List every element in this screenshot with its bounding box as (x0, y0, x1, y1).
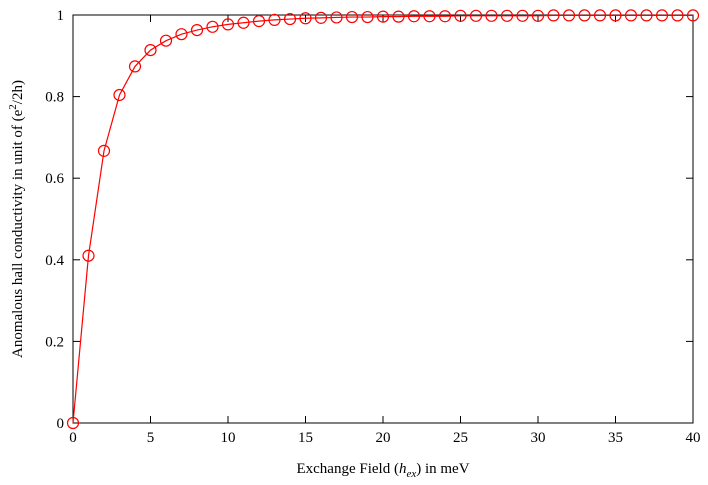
series-line (73, 15, 693, 423)
x-axis-label: Exchange Field (hex) in meV (296, 461, 469, 480)
y-tick-label-0: 0 (57, 416, 65, 432)
x-tick-label-6: 30 (531, 430, 546, 446)
y-axis-label: Anomalous hall conductivity in unit of (… (7, 80, 26, 358)
x-label-sub: ex (406, 468, 416, 480)
x-label-var: h (399, 461, 407, 477)
x-tick-label-1: 5 (147, 430, 155, 446)
x-tick-label-5: 25 (453, 430, 468, 446)
x-tick-label-0: 0 (69, 430, 77, 446)
x-label-suffix: ) in meV (416, 461, 469, 477)
plot-frame (73, 15, 693, 423)
x-tick-label-2: 10 (221, 430, 236, 446)
x-tick-label-4: 20 (376, 430, 391, 446)
axis-ticks: 0 5 10 15 20 25 30 35 40 0 0.2 0.4 0.6 0.8 1 (45, 8, 700, 446)
x-tick-label-3: 15 (298, 430, 313, 446)
y-tick-label-5: 1 (57, 8, 65, 24)
y-tick-label-1: 0.2 (45, 334, 64, 350)
y-tick-label-4: 0.8 (45, 90, 64, 106)
y-label-suffix: /2h) (10, 80, 26, 104)
y-tick-label-2: 0.4 (45, 253, 64, 269)
x-tick-label-8: 40 (686, 430, 701, 446)
y-tick-label-3: 0.6 (45, 171, 64, 187)
x-label-prefix: Exchange Field ( (296, 461, 398, 477)
y-label-prefix: Anomalous hall conductivity in unit of (… (10, 109, 26, 358)
series-group (68, 10, 699, 429)
x-tick-label-7: 35 (608, 430, 623, 446)
